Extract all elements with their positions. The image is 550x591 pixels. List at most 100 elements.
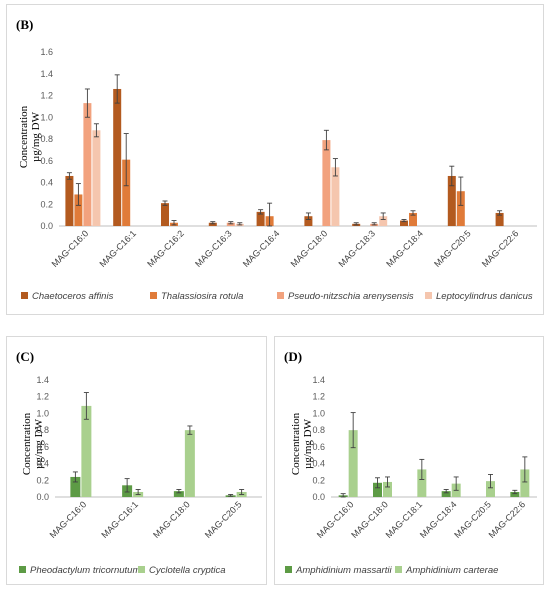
y-tick-label: 1.0 xyxy=(36,408,49,418)
legend-label: Thalassiosira rotula xyxy=(161,291,243,302)
panel-label: (C) xyxy=(16,349,34,364)
bar-1 xyxy=(208,222,217,226)
y-tick-label: 1.2 xyxy=(36,392,49,402)
legend-label: Chaetoceros affinis xyxy=(32,291,114,302)
chart-d-svg: (D) Concentrationµg/mg DW 0.0 0.2 0.4 0.6 0.8 1… xyxy=(284,349,537,576)
panel-label: (D) xyxy=(284,349,302,364)
legend-swatch-1 xyxy=(19,566,26,573)
x-tick-label: MAG-C16:1 xyxy=(99,499,140,540)
y-axis-label: Concentrationµg/mg DW xyxy=(290,412,314,475)
legend-swatch-2 xyxy=(395,566,402,573)
bar-1 xyxy=(510,491,520,497)
bar-1 xyxy=(161,203,169,226)
y-tick-label: 0.0 xyxy=(40,221,53,231)
y-tick-label: 0.4 xyxy=(40,178,53,188)
bar-1 xyxy=(447,175,456,226)
bar-1 xyxy=(373,482,382,497)
bar-2 xyxy=(520,469,530,497)
bar-2 xyxy=(122,159,131,226)
legend-label: Amphidinium massartii xyxy=(295,565,392,576)
y-tick-label: 0.4 xyxy=(312,459,325,469)
bar-2 xyxy=(486,481,495,497)
y-axis-label: Concentrationµg/mg DW xyxy=(18,105,42,168)
legend-swatch-1 xyxy=(285,566,292,573)
y-axis-label-line2: µg/mg DW xyxy=(30,111,42,162)
y-tick-label: 1.4 xyxy=(312,375,325,385)
bar-1 xyxy=(441,491,451,497)
bar-1 xyxy=(113,88,122,226)
chart-panel-c: (C) Concentrationµg/mg DW 0.0 0.2 0.4 0.6 0.8 1… xyxy=(6,336,267,585)
legend-swatch-2 xyxy=(138,566,145,573)
bar-2 xyxy=(74,194,83,226)
y-axis-label: Concentrationµg/mg DW xyxy=(21,412,45,475)
y-tick-label: 0.4 xyxy=(36,459,49,469)
bar-1 xyxy=(173,491,184,497)
y-tick-label: 1.0 xyxy=(40,112,53,122)
x-tick-label: MAG-C16:4 xyxy=(241,228,282,269)
bar-4 xyxy=(331,167,340,226)
bar-4 xyxy=(379,216,388,226)
x-tick-label: MAG-C20:5 xyxy=(432,228,473,269)
legend-swatch-2 xyxy=(150,292,157,299)
x-tick-label: MAG-C16:0 xyxy=(48,499,89,540)
bar-2 xyxy=(409,212,417,226)
y-tick-label: 1.2 xyxy=(312,392,325,402)
x-tick-label: MAG-C22:6 xyxy=(487,499,528,540)
y-axis-label-line2: µg/mg DW xyxy=(33,418,45,469)
y-tick-label: 1.0 xyxy=(312,408,325,418)
legend-label: Cyclotella cryptica xyxy=(149,565,226,576)
y-tick-label: 0.2 xyxy=(312,475,325,485)
y-tick-label: 1.6 xyxy=(40,47,53,57)
legend-label: Pheodactylum tricornutum xyxy=(30,565,140,576)
bar-2 xyxy=(81,405,92,497)
bar-3 xyxy=(322,140,331,226)
x-tick-label: MAG-C16:3 xyxy=(193,228,234,269)
y-tick-label: 1.2 xyxy=(40,91,53,101)
x-tick-label: MAG-C18:4 xyxy=(384,228,425,269)
y-axis-label-line1: Concentration xyxy=(18,105,30,168)
bar-2 xyxy=(184,430,195,497)
bar-2 xyxy=(456,191,465,226)
bar-1 xyxy=(495,212,504,226)
bar-1 xyxy=(65,175,74,226)
bar-1 xyxy=(70,476,81,497)
bar-1 xyxy=(304,216,313,226)
panel-label: (B) xyxy=(16,17,33,32)
x-tick-label: MAG-C18:0 xyxy=(289,228,330,269)
x-tick-label: MAG-C18:0 xyxy=(151,499,192,540)
y-tick-label: 0.6 xyxy=(40,156,53,166)
legend-swatch-3 xyxy=(277,292,284,299)
y-tick-label: 0.6 xyxy=(36,442,49,452)
x-tick-label: MAG-C18:3 xyxy=(336,228,377,269)
bar-1 xyxy=(400,220,408,226)
chart-panel-b: (B) Concentrationµg/mg DW 0.0 0.2 0.4 0.6 0.8 1… xyxy=(6,4,544,315)
y-tick-label: 0.8 xyxy=(312,425,325,435)
y-tick-label: 1.4 xyxy=(36,375,49,385)
x-tick-label: MAG-C16:2 xyxy=(145,228,186,269)
y-tick-label: 0.0 xyxy=(312,492,325,502)
legend-label: Pseudo-nitzschia arenysensis xyxy=(288,291,414,302)
x-tick-label: MAG-C22:6 xyxy=(480,228,521,269)
bar-3 xyxy=(226,222,235,226)
bar-2 xyxy=(348,430,358,497)
y-axis-label-line1: Concentration xyxy=(21,412,33,475)
y-tick-label: 0.6 xyxy=(312,442,325,452)
y-tick-label: 0.2 xyxy=(40,199,53,209)
x-tick-label: MAG-C16:0 xyxy=(50,228,91,269)
chart-b-svg: (B) Concentrationµg/mg DW 0.0 0.2 0.4 0.6 0.8 1… xyxy=(16,17,537,302)
legend-swatch-1 xyxy=(21,292,28,299)
bar-4 xyxy=(92,130,101,226)
y-tick-label: 0.8 xyxy=(36,425,49,435)
chart-c-svg: (C) Concentrationµg/mg DW 0.0 0.2 0.4 0.6 0.8 1… xyxy=(16,349,262,576)
y-tick-label: 1.4 xyxy=(40,69,53,79)
y-tick-label: 0.2 xyxy=(36,475,49,485)
bar-3 xyxy=(83,103,92,226)
bar-1 xyxy=(256,211,265,226)
y-axis-label-line1: Concentration xyxy=(290,412,302,475)
legend-label: Leptocylindrus danicus xyxy=(436,291,533,302)
x-tick-label: MAG-C16:1 xyxy=(97,228,138,269)
bar-2 xyxy=(417,469,427,497)
y-tick-label: 0.0 xyxy=(36,492,49,502)
y-axis-label-line2: µg/mg DW xyxy=(302,418,314,469)
legend-label: Amphidinium carterae xyxy=(405,565,498,576)
